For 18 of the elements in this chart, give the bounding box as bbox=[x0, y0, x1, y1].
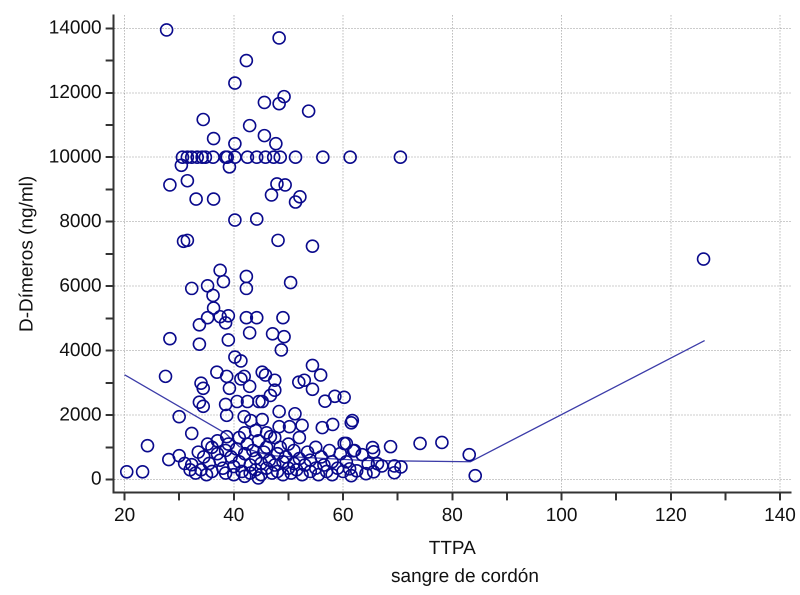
y-axis-title: D-Dímeros (ng/ml) bbox=[16, 176, 38, 332]
y-tick-label: 10000 bbox=[48, 146, 102, 168]
x-tick-label: 120 bbox=[654, 505, 687, 526]
x-axis-title: TTPA bbox=[428, 538, 476, 559]
x-tick-label: 20 bbox=[114, 505, 136, 526]
x-tick-label: 60 bbox=[332, 505, 354, 526]
y-tick-label: 6000 bbox=[59, 275, 102, 296]
y-tick-label: 8000 bbox=[59, 210, 102, 232]
x-tick-label: 140 bbox=[764, 505, 796, 526]
y-tick-label: 14000 bbox=[48, 18, 102, 39]
y-tick-label: 12000 bbox=[48, 82, 102, 103]
y-tick-label: 4000 bbox=[59, 340, 102, 361]
x-tick-label: 80 bbox=[442, 505, 463, 526]
x-tick-label: 100 bbox=[546, 505, 578, 526]
y-tick-label: 2000 bbox=[59, 404, 102, 426]
y-tick-label: 0 bbox=[91, 468, 102, 490]
x-tick-label: 40 bbox=[223, 505, 244, 526]
text: sangre de cordón bbox=[390, 566, 540, 588]
